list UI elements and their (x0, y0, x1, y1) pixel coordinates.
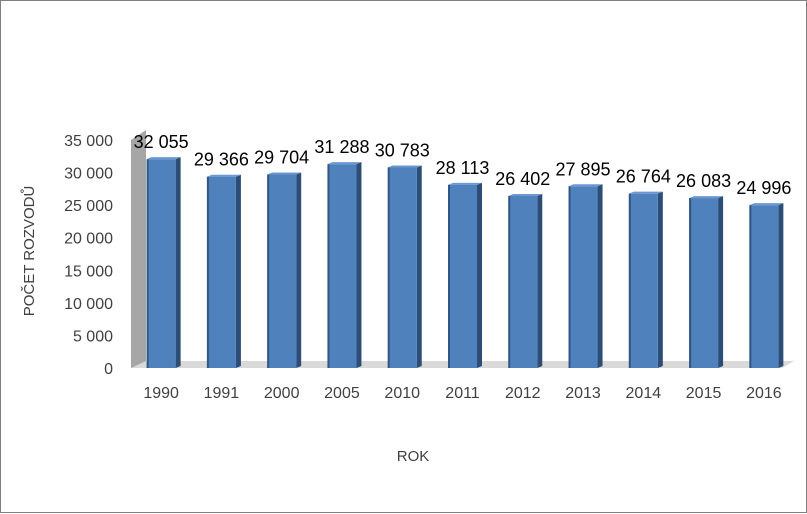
x-tick-label: 1991 (204, 385, 240, 402)
bar (146, 157, 181, 368)
y-tick-label: 20 000 (64, 231, 113, 248)
y-tick-label: 35 000 (64, 133, 113, 150)
bar (628, 191, 663, 368)
x-tick-label: 2012 (505, 385, 541, 402)
y-tick-label: 5 000 (73, 328, 113, 345)
bar (508, 194, 543, 368)
y-tick-label: 10 000 (64, 296, 113, 313)
bar (689, 196, 724, 368)
x-tick-label: 1990 (143, 385, 179, 402)
data-label: 30 783 (375, 140, 430, 160)
data-label: 29 704 (254, 147, 309, 167)
bar (568, 184, 603, 368)
y-tick-label: 15 000 (64, 263, 113, 280)
bar (206, 174, 241, 368)
bar (327, 162, 362, 368)
x-tick-label: 2015 (686, 385, 722, 402)
data-label: 26 764 (616, 167, 671, 187)
x-tick-label: 2000 (264, 385, 300, 402)
data-label: 26 083 (676, 171, 731, 191)
chart-side-wall (131, 130, 146, 368)
data-label: 27 895 (556, 159, 611, 179)
bar (267, 172, 302, 368)
data-label: 28 113 (436, 158, 490, 178)
data-label: 26 402 (495, 169, 550, 189)
x-tick-label: 2005 (324, 385, 360, 402)
y-tick-label: 25 000 (64, 198, 113, 215)
x-axis-title: ROK (397, 448, 430, 465)
x-tick-label: 2010 (384, 385, 420, 402)
y-tick-label: 0 (104, 361, 113, 378)
data-label: 31 288 (314, 137, 369, 157)
x-tick-label: 2011 (445, 385, 480, 402)
y-axis-title: POČET ROZVODŮ (20, 186, 38, 317)
x-tick-label: 2016 (746, 385, 782, 402)
y-tick-label: 30 000 (64, 166, 113, 183)
data-label: 32 055 (134, 132, 189, 152)
bar (448, 182, 482, 368)
bar (387, 165, 422, 368)
x-tick-label: 2013 (565, 385, 601, 402)
bar (749, 203, 784, 368)
data-label: 24 996 (736, 178, 791, 198)
x-tick-label: 2014 (626, 385, 662, 402)
data-label: 29 366 (194, 150, 249, 170)
